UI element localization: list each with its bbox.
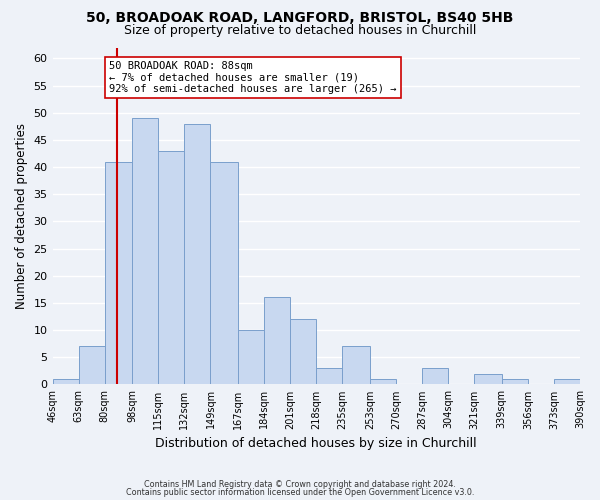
Bar	[264, 298, 290, 384]
Bar	[422, 368, 448, 384]
X-axis label: Distribution of detached houses by size in Churchill: Distribution of detached houses by size …	[155, 437, 477, 450]
Bar	[343, 346, 370, 385]
Bar	[158, 151, 184, 384]
Text: Size of property relative to detached houses in Churchill: Size of property relative to detached ho…	[124, 24, 476, 37]
Y-axis label: Number of detached properties: Number of detached properties	[15, 123, 28, 309]
Bar	[211, 162, 238, 384]
Bar	[184, 124, 211, 384]
Bar	[316, 368, 343, 384]
Bar	[290, 319, 316, 384]
Text: 50, BROADOAK ROAD, LANGFORD, BRISTOL, BS40 5HB: 50, BROADOAK ROAD, LANGFORD, BRISTOL, BS…	[86, 12, 514, 26]
Text: Contains public sector information licensed under the Open Government Licence v3: Contains public sector information licen…	[126, 488, 474, 497]
Bar	[132, 118, 158, 384]
Bar	[79, 346, 104, 385]
Bar	[474, 374, 502, 384]
Bar	[104, 162, 132, 384]
Text: 50 BROADOAK ROAD: 88sqm
← 7% of detached houses are smaller (19)
92% of semi-det: 50 BROADOAK ROAD: 88sqm ← 7% of detached…	[109, 61, 397, 94]
Bar	[554, 379, 580, 384]
Bar	[502, 379, 528, 384]
Text: Contains HM Land Registry data © Crown copyright and database right 2024.: Contains HM Land Registry data © Crown c…	[144, 480, 456, 489]
Bar	[53, 379, 79, 384]
Bar	[370, 379, 396, 384]
Bar	[238, 330, 264, 384]
